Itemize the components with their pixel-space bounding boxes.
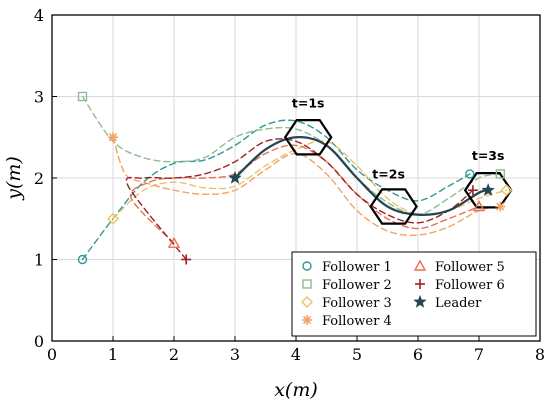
marker-shape xyxy=(107,212,119,225)
marker-shape xyxy=(302,261,312,271)
legend-follower-2-marker xyxy=(302,279,312,289)
x-tick-label: 8 xyxy=(535,345,545,364)
legend-follower-1-marker xyxy=(302,261,312,271)
marker-shape xyxy=(167,236,181,248)
x-tick-label: 1 xyxy=(108,345,118,364)
leader-end-marker xyxy=(481,183,496,197)
follower-3-start-marker xyxy=(107,212,119,225)
follower-2-line xyxy=(81,95,502,216)
legend-leader-marker xyxy=(413,294,427,308)
follower-2-start-marker xyxy=(77,91,88,102)
marker-shape xyxy=(77,254,88,265)
follower-6-end-marker xyxy=(467,185,478,196)
series-markers xyxy=(77,91,513,265)
marker-shape xyxy=(108,133,118,142)
legend-follower-6-label: Follower 6 xyxy=(435,278,505,293)
y-tick-label: 1 xyxy=(34,251,44,270)
marker-shape xyxy=(228,170,242,184)
legend-follower-6-marker xyxy=(415,279,425,289)
legend-follower-2-label: Follower 2 xyxy=(322,278,392,293)
follower-4-end-marker xyxy=(495,201,506,212)
follower-3-end-marker xyxy=(500,184,513,197)
legend: Follower 1 Follower 2 Follower 3 Follower 4… xyxy=(291,251,537,337)
marker-shape xyxy=(302,279,312,289)
x-tick-label: 4 xyxy=(291,345,301,364)
follower-1-line xyxy=(81,119,471,261)
marker-shape xyxy=(302,315,312,325)
y-axis-label: y(m) xyxy=(3,156,25,201)
legend-leader-label: Leader xyxy=(435,296,482,311)
marker-shape xyxy=(496,202,505,211)
legend-follower-4-marker xyxy=(302,315,312,325)
follower-1-start-marker xyxy=(77,254,88,265)
follower-6-start-marker xyxy=(181,254,192,265)
x-axis-label: x(m) xyxy=(274,379,318,401)
time-annotation: t=1s xyxy=(292,95,325,110)
y-tick-label: 2 xyxy=(34,169,44,188)
follower-5-line xyxy=(129,144,480,244)
formation-hexagon xyxy=(283,119,333,156)
y-tick-label: 0 xyxy=(34,332,44,351)
marker-shape xyxy=(472,200,486,212)
x-tick-label: 6 xyxy=(413,345,423,364)
legend-follower-1-label: Follower 1 xyxy=(322,260,392,275)
legend-follower-5-marker xyxy=(413,259,427,271)
leader-line xyxy=(233,135,490,216)
formation-hexagon xyxy=(369,188,418,225)
marker-shape xyxy=(500,184,513,197)
x-tick-label: 3 xyxy=(230,345,240,364)
legend-box xyxy=(291,251,537,337)
follower-5-end-marker xyxy=(472,200,486,212)
x-tick-label: 7 xyxy=(474,345,484,364)
legend-follower-5-label: Follower 5 xyxy=(435,260,505,275)
x-tick-label: 2 xyxy=(169,345,179,364)
marker-shape xyxy=(495,169,506,179)
follower-3-line xyxy=(112,140,508,220)
annotations: t=1s t=2s t=3s xyxy=(292,95,505,181)
time-annotation: t=2s xyxy=(372,167,405,182)
x-tick-label: 5 xyxy=(352,345,362,364)
marker-shape xyxy=(301,296,313,308)
marker-shape xyxy=(77,91,88,102)
follower-4-start-marker xyxy=(108,132,118,143)
marker-shape xyxy=(481,183,496,197)
marker-shape xyxy=(465,169,475,179)
follower-6-line xyxy=(125,138,474,261)
time-annotation: t=3s xyxy=(472,148,505,163)
legend-follower-3-marker xyxy=(301,296,313,308)
x-tick-label: 0 xyxy=(47,345,57,364)
follower-5-start-marker xyxy=(167,236,181,248)
legend-follower-3-label: Follower 3 xyxy=(322,296,392,311)
marker-shape xyxy=(413,259,427,271)
leader-start-marker xyxy=(228,170,242,184)
y-tick-label: 4 xyxy=(34,6,44,25)
follower-1-end-marker xyxy=(465,169,475,179)
y-tick-label: 3 xyxy=(34,88,44,107)
follower-2-end-marker xyxy=(495,169,506,179)
marker-shape xyxy=(413,294,427,308)
axis-ticks: 0 1 2 3 4 5 6 7 8 0 1 2 3 4 xyxy=(34,6,545,364)
legend-follower-4-label: Follower 4 xyxy=(322,314,392,329)
